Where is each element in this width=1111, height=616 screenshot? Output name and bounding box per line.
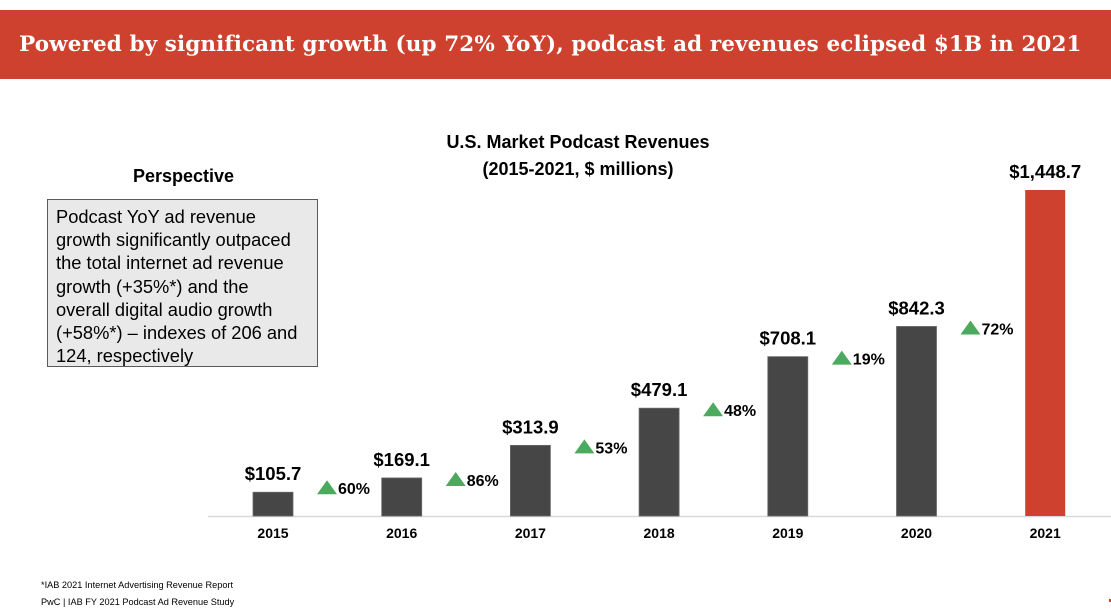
growth-label-2020: 19% <box>853 352 885 369</box>
growth-label-2018: 53% <box>595 440 627 457</box>
growth-up-arrow-icon <box>445 471 466 486</box>
header-banner: Powered by significant growth (up 72% Yo… <box>0 10 1111 79</box>
x-tick-2016: 2016 <box>386 525 417 541</box>
growth-up-arrow-icon <box>703 402 724 417</box>
growth-up-arrow-icon <box>574 439 595 454</box>
value-label-2021: $1,448.7 <box>1009 161 1081 182</box>
growth-up-arrow-icon <box>831 350 852 365</box>
perspective-line: growth significantly outpaced <box>56 229 291 251</box>
growth-up-arrow-icon <box>317 480 337 495</box>
value-label-2016: $169.1 <box>373 449 430 470</box>
growth-label-2016: 60% <box>338 481 370 498</box>
corner-mark <box>1109 599 1111 602</box>
x-tick-2018: 2018 <box>644 525 675 541</box>
perspective-line: growth (+35%*) and the <box>56 275 249 297</box>
bar-2017 <box>509 444 551 517</box>
value-label-2020: $842.3 <box>888 297 945 318</box>
perspective-heading: Perspective <box>132 166 235 186</box>
value-label-2015: $105.7 <box>245 463 302 484</box>
bar-2016 <box>381 477 423 517</box>
perspective-line: Podcast YoY ad revenue <box>56 206 256 227</box>
bar-2015 <box>252 491 294 517</box>
value-label-2017: $313.9 <box>502 416 559 437</box>
chart-subtitle: (2015-2021, $ millions) <box>482 159 674 179</box>
chart-title: U.S. Market Podcast Revenues <box>446 132 710 152</box>
bar-2019 <box>767 356 809 517</box>
x-tick-2020: 2020 <box>901 525 932 541</box>
perspective-box: Podcast YoY ad revenue growth significan… <box>47 199 318 367</box>
footnote-source: *IAB 2021 Internet Advertising Revenue R… <box>41 580 234 590</box>
x-tick-2015: 2015 <box>257 525 288 541</box>
growth-label-2019: 48% <box>724 403 756 420</box>
growth-label-2021: 72% <box>982 321 1014 338</box>
value-label-2019: $708.1 <box>760 328 817 349</box>
slide-title: Powered by significant growth (up 72% Yo… <box>19 32 1082 57</box>
chart-title-block: U.S. Market Podcast Revenues (2015-2021,… <box>400 129 756 183</box>
value-label-2018: $479.1 <box>631 379 688 400</box>
perspective-line: (+58%*) – indexes of 206 and <box>56 322 298 344</box>
perspective-line: the total internet ad revenue <box>56 252 284 274</box>
perspective-line: overall digital audio growth <box>56 298 273 320</box>
x-tick-2019: 2019 <box>772 525 803 541</box>
bar-2018 <box>638 407 680 517</box>
growth-up-arrow-icon <box>960 320 981 335</box>
x-tick-2021: 2021 <box>1030 525 1061 541</box>
footnote-credit: PwC | IAB FY 2021 Podcast Ad Revenue Stu… <box>41 597 235 607</box>
growth-label-2017: 86% <box>467 473 499 490</box>
bar-2020 <box>896 326 937 517</box>
bar-2021 <box>1025 190 1066 516</box>
perspective-line: 124, respectively <box>56 345 194 367</box>
x-tick-2017: 2017 <box>515 525 546 541</box>
